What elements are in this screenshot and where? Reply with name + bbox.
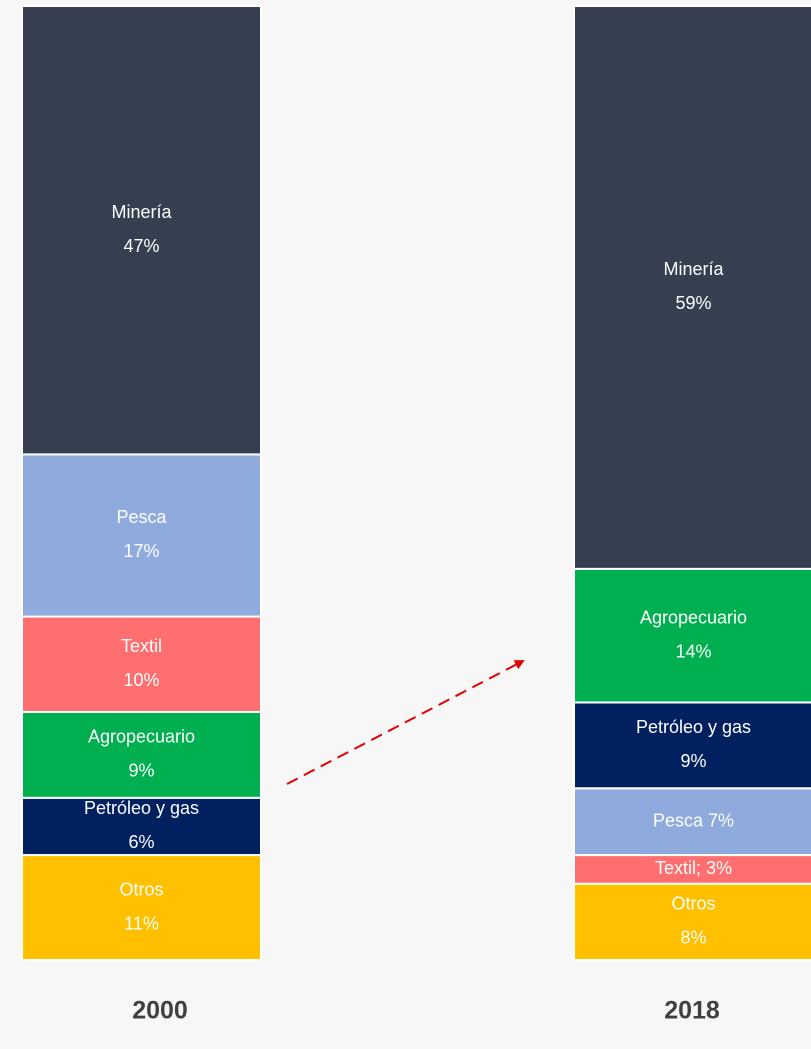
value-label: 59% <box>675 293 711 313</box>
segment-name: Pesca <box>116 507 167 527</box>
bar-segment <box>21 453 262 618</box>
bar-segment <box>21 796 262 857</box>
bar-segment <box>21 5 262 456</box>
x-tick-label: 2018 <box>664 997 720 1025</box>
bar-segment <box>21 615 262 713</box>
segment-name: Petróleo y gas <box>84 798 199 818</box>
trend-arrow <box>286 660 525 785</box>
value-label: 10% <box>123 670 159 690</box>
segment-name: Textil <box>121 636 162 656</box>
value-label: 9% <box>680 751 706 771</box>
value-label: 9% <box>128 761 154 781</box>
value-label: 17% <box>123 541 159 561</box>
x-tick-label: 2000 <box>132 997 188 1025</box>
bar-segment <box>573 787 811 857</box>
value-label: 11% <box>124 913 159 933</box>
value-label: 6% <box>128 832 154 852</box>
bar-segment <box>21 710 262 799</box>
value-label: 14% <box>675 641 711 661</box>
segment-name: Otros <box>671 894 715 914</box>
value-label: 47% <box>123 236 159 256</box>
segment-name: Petróleo y gas <box>636 717 751 737</box>
segment-name: Agropecuario <box>640 607 747 627</box>
bar-segment <box>573 567 811 704</box>
segment-name: Otros <box>119 879 163 899</box>
bar-segment <box>21 854 262 961</box>
segment-label: Textil; 3% <box>655 858 732 878</box>
bar-segment <box>573 701 811 790</box>
bar-segment <box>573 854 811 885</box>
segment-name: Minería <box>663 259 724 279</box>
bar-segment <box>573 882 811 961</box>
bar-segment <box>573 5 811 570</box>
segment-label: Pesca 7% <box>653 810 734 830</box>
segment-name: Agropecuario <box>88 727 195 747</box>
segment-name: Minería <box>111 202 172 222</box>
value-label: 8% <box>680 928 706 948</box>
